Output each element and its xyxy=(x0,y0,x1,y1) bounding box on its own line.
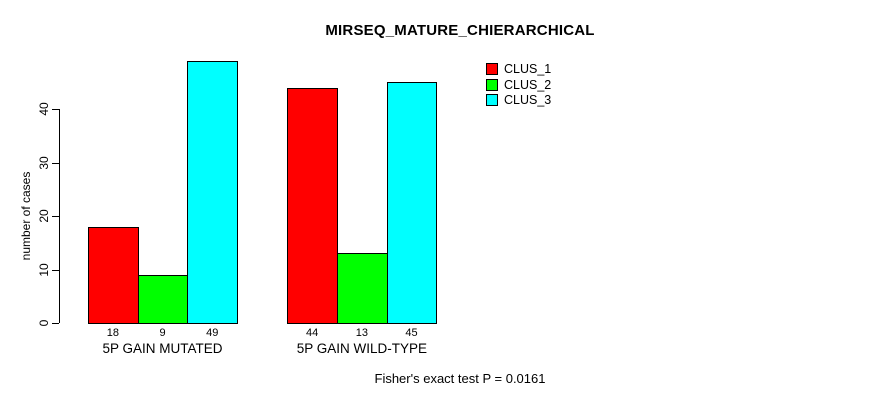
y-tick-label: 40 xyxy=(37,102,51,116)
bar-value-label: 13 xyxy=(355,327,368,339)
group-label: 5P GAIN MUTATED xyxy=(102,341,223,356)
y-tick-mark xyxy=(52,323,59,324)
legend-label: CLUS_2 xyxy=(504,77,552,92)
group-label: 5P GAIN WILD-TYPE xyxy=(296,341,427,356)
y-tick-mark xyxy=(52,216,59,217)
legend: CLUS_1 CLUS_2 CLUS_3 xyxy=(486,62,552,108)
y-axis-title: number of cases xyxy=(19,171,33,261)
bar-clus_2-group2 xyxy=(337,253,388,324)
y-tick-label: 20 xyxy=(37,209,51,223)
bar-value-label: 45 xyxy=(405,327,418,339)
legend-label: CLUS_1 xyxy=(504,62,552,77)
bar-value-label: 49 xyxy=(206,327,219,339)
y-axis-line xyxy=(59,109,60,323)
bar-value-label: 18 xyxy=(106,327,119,339)
legend-swatch-icon xyxy=(486,94,498,107)
legend-label: CLUS_3 xyxy=(504,93,552,108)
chart-title: MIRSEQ_MATURE_CHIERARCHICAL xyxy=(325,22,595,39)
bar-clus_1-group2 xyxy=(287,87,338,324)
fisher-test-annotation: Fisher's exact test P = 0.0161 xyxy=(374,371,546,386)
y-tick-label: 10 xyxy=(37,262,51,277)
y-tick-mark xyxy=(52,269,59,271)
legend-item-clus_2: CLUS_2 xyxy=(486,77,552,92)
legend-swatch-icon xyxy=(486,78,498,91)
legend-swatch-icon xyxy=(486,63,498,76)
bar-value-label: 44 xyxy=(306,327,319,339)
bar-clus_1-group1 xyxy=(88,226,139,324)
legend-item-clus_3: CLUS_3 xyxy=(486,93,552,108)
bar-clus_2-group1 xyxy=(137,274,189,324)
y-tick-mark xyxy=(52,109,59,110)
y-tick-mark xyxy=(52,162,59,164)
y-tick-label: 0 xyxy=(37,319,51,327)
y-tick-label: 30 xyxy=(37,155,51,170)
bar-clus_3-group1 xyxy=(187,60,239,324)
legend-item-clus_1: CLUS_1 xyxy=(486,62,552,77)
bar-clus_3-group2 xyxy=(386,82,438,324)
bar-value-label: 9 xyxy=(159,327,166,339)
